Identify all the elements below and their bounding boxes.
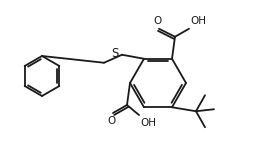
Text: O: O [154, 16, 162, 26]
Text: OH: OH [190, 16, 206, 26]
Text: OH: OH [140, 118, 156, 128]
Text: S: S [112, 47, 119, 60]
Text: O: O [108, 116, 116, 126]
